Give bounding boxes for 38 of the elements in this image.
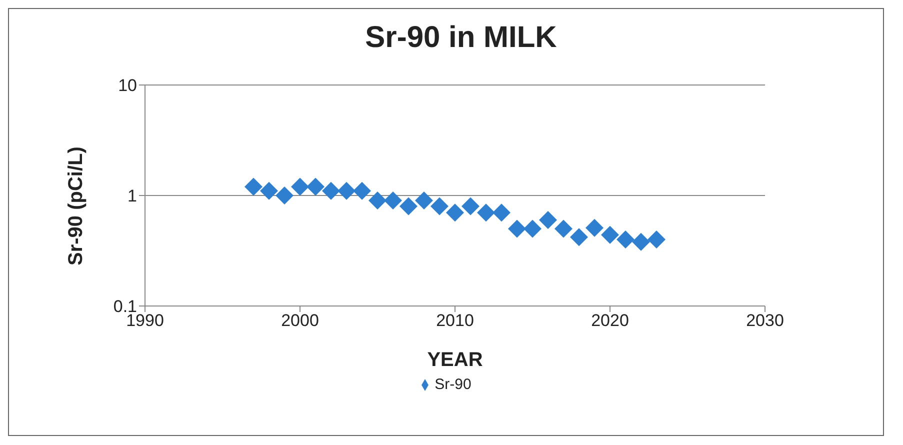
x-tick-label: 2030 bbox=[746, 311, 784, 330]
point bbox=[446, 204, 464, 222]
point bbox=[616, 230, 634, 248]
point bbox=[306, 178, 324, 196]
point bbox=[291, 178, 309, 196]
point bbox=[539, 211, 557, 230]
point bbox=[338, 182, 356, 200]
point bbox=[648, 230, 666, 248]
point bbox=[632, 232, 650, 251]
point bbox=[400, 197, 418, 216]
x-tick-label: 1990 bbox=[126, 311, 164, 330]
point bbox=[276, 186, 294, 204]
point bbox=[384, 192, 402, 210]
x-tick-label: 2010 bbox=[436, 311, 474, 330]
point bbox=[586, 218, 604, 237]
point bbox=[260, 182, 278, 200]
point bbox=[415, 192, 433, 210]
y-tick-label: 10 bbox=[118, 76, 137, 96]
point bbox=[462, 197, 480, 216]
point bbox=[430, 197, 448, 216]
point bbox=[353, 182, 371, 200]
point bbox=[492, 204, 510, 222]
legend-label: Sr-90 bbox=[434, 376, 472, 393]
point bbox=[554, 220, 572, 238]
chart-title: Sr-90 in MILK bbox=[364, 20, 558, 56]
point bbox=[244, 178, 262, 196]
point bbox=[322, 182, 340, 200]
y-axis-title: Sr-90 (pCi/L) bbox=[65, 146, 88, 266]
y-tick-label: 1 bbox=[128, 186, 137, 206]
x-tick-label: 2020 bbox=[591, 311, 629, 330]
point bbox=[477, 204, 495, 222]
point bbox=[508, 220, 526, 238]
x-tick-label: 2000 bbox=[281, 311, 319, 330]
point bbox=[368, 192, 386, 210]
point bbox=[601, 226, 619, 244]
x-axis-title: YEAR bbox=[427, 349, 484, 371]
point bbox=[524, 220, 542, 238]
point bbox=[570, 228, 588, 246]
